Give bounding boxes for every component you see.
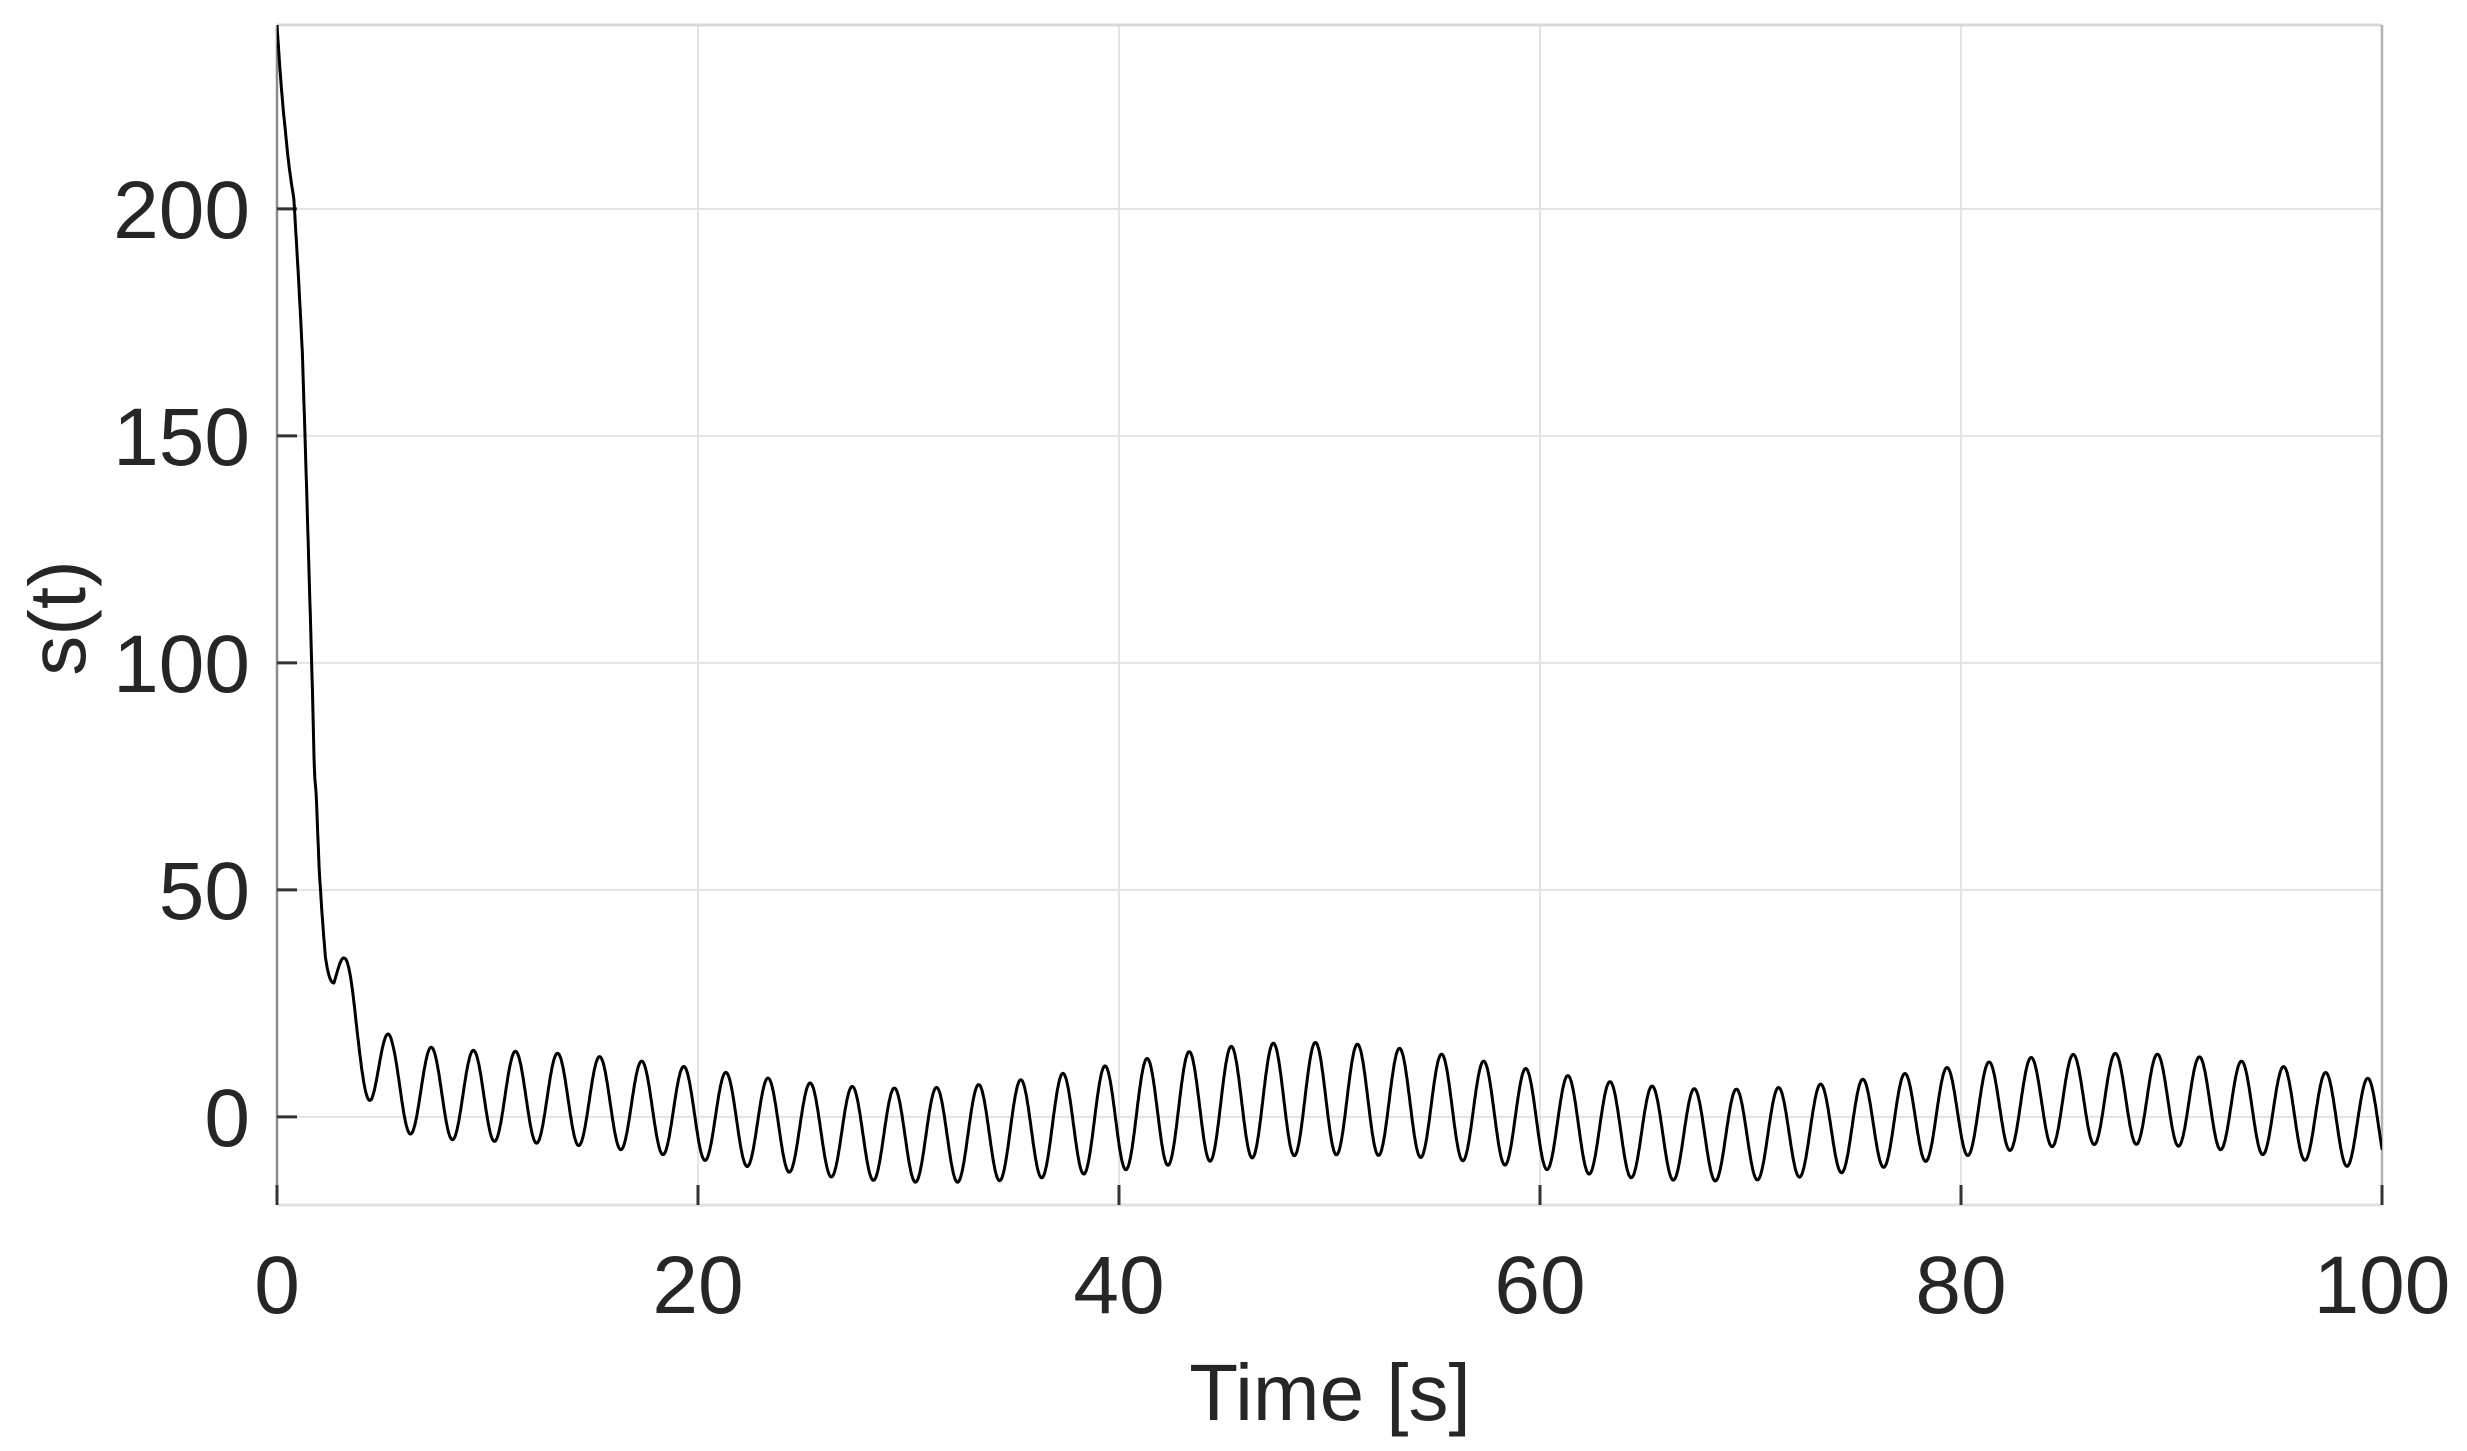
grid-layer <box>277 25 2382 1205</box>
y-tick-label-0: 0 <box>204 1073 250 1164</box>
tick-layer <box>275 207 2384 1205</box>
curve-layer <box>277 25 2382 1184</box>
y-tick-label-150: 150 <box>113 392 250 483</box>
x-tick-label-20: 20 <box>652 1240 743 1331</box>
y-tick-label-200: 200 <box>113 165 250 256</box>
axes-box <box>275 23 2384 1207</box>
x-tick-label-40: 40 <box>1073 1240 1164 1331</box>
x-tick-label-100: 100 <box>2314 1240 2451 1331</box>
x-axis-label: Time [s] <box>1189 1348 1470 1437</box>
x-tick-label-80: 80 <box>1915 1240 2006 1331</box>
y-tick-label-100: 100 <box>113 619 250 710</box>
tick-label-layer: 0 20 40 60 80 100 0 50 100 150 200 <box>113 165 2450 1331</box>
y-tick-label-50: 50 <box>159 846 250 937</box>
x-tick-label-0: 0 <box>254 1240 300 1331</box>
y-axis-label: s(t) <box>13 560 102 676</box>
signal-line <box>277 25 2382 1184</box>
x-tick-label-60: 60 <box>1494 1240 1585 1331</box>
